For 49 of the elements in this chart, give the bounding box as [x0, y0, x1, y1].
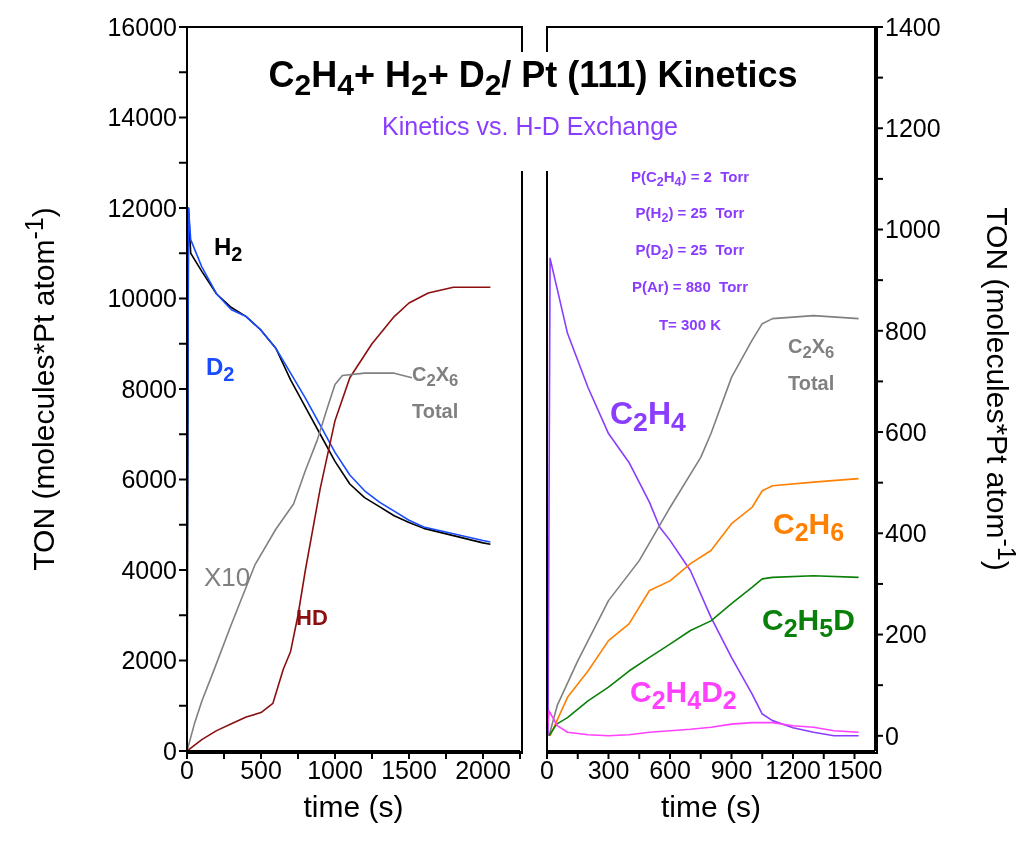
y2-tick-label: 600: [885, 417, 927, 446]
series-label: C$_{2}$H$_{4}$: [610, 394, 687, 440]
text: Kinetics vs. H-D Exchange: [382, 112, 678, 140]
y-tick-label: 2000: [121, 646, 177, 675]
x-axis-title: time (s): [661, 790, 761, 824]
x-tick-label: 1500: [381, 755, 437, 784]
y2-tick-label: 1000: [885, 215, 941, 244]
y-tick-label: 16000: [107, 12, 177, 41]
series-label: H$_{2}$: [214, 232, 244, 267]
series-label: C$_{2}$X$_{6}$ Total: [788, 334, 836, 396]
x-tick-label: 2000: [455, 755, 511, 784]
x-tick-label: 1200: [765, 755, 821, 784]
y2-tick-label: 400: [885, 519, 927, 548]
annotation: P(C$_{2}$H$_{4}$) = 2 Torr: [630, 168, 750, 189]
x-tick-label: 600: [649, 755, 691, 784]
x-tick-label: 1500: [826, 755, 883, 784]
line-series: [547, 710, 860, 737]
annotation: X10: [204, 562, 251, 593]
y-tick-label: 10000: [107, 284, 177, 313]
y-tick-label: 12000: [107, 193, 177, 222]
y2-tick-label: 1200: [885, 114, 941, 143]
chart-title: C$_{2}$H$_{4}$+ H$_{2}$+ D$_{2}$/ Pt (111) Kinetics: [268, 54, 798, 102]
x-tick-label: 0: [540, 755, 554, 784]
annotation: P(D$_{2}$) = 25 Torr: [635, 241, 745, 262]
y2-tick-label: 0: [885, 721, 899, 750]
annotation: P(Ar) = 880 Torr: [631, 278, 749, 295]
y-tick-label: 4000: [121, 555, 177, 584]
y-tick-label: 14000: [107, 103, 177, 132]
series-label: D$_{2}$: [206, 352, 236, 387]
line-series: [548, 575, 860, 737]
line-series: [549, 477, 860, 737]
series-label: HD: [296, 604, 329, 632]
annotation: P(H$_{2}$) = 25 Torr: [635, 204, 745, 225]
annotation: T= 300 K: [658, 316, 722, 333]
x-axis-title: time (s): [303, 790, 404, 824]
x-tick-label: 900: [710, 755, 753, 784]
series-label: C$_{2}$H$_{6}$: [773, 506, 846, 548]
y-tick-label: 6000: [121, 465, 177, 494]
y2-tick-label: 1400: [885, 12, 941, 41]
series-label: C$_{2}$H$_{4}$D$_{2}$: [630, 674, 737, 716]
y-tick-label: 0: [163, 736, 177, 765]
series-label: C$_{2}$H$_{5}$D: [762, 602, 856, 644]
y2-tick-label: 800: [885, 316, 927, 345]
x-tick-label: 500: [240, 755, 282, 784]
x-tick-label: 300: [587, 755, 630, 784]
y-tick-label: 8000: [121, 374, 177, 403]
x-tick-label: 1000: [307, 755, 363, 784]
series-label: C$_{2}$X$_{6}$ Total: [412, 362, 460, 424]
y2-tick-label: 200: [885, 620, 927, 649]
